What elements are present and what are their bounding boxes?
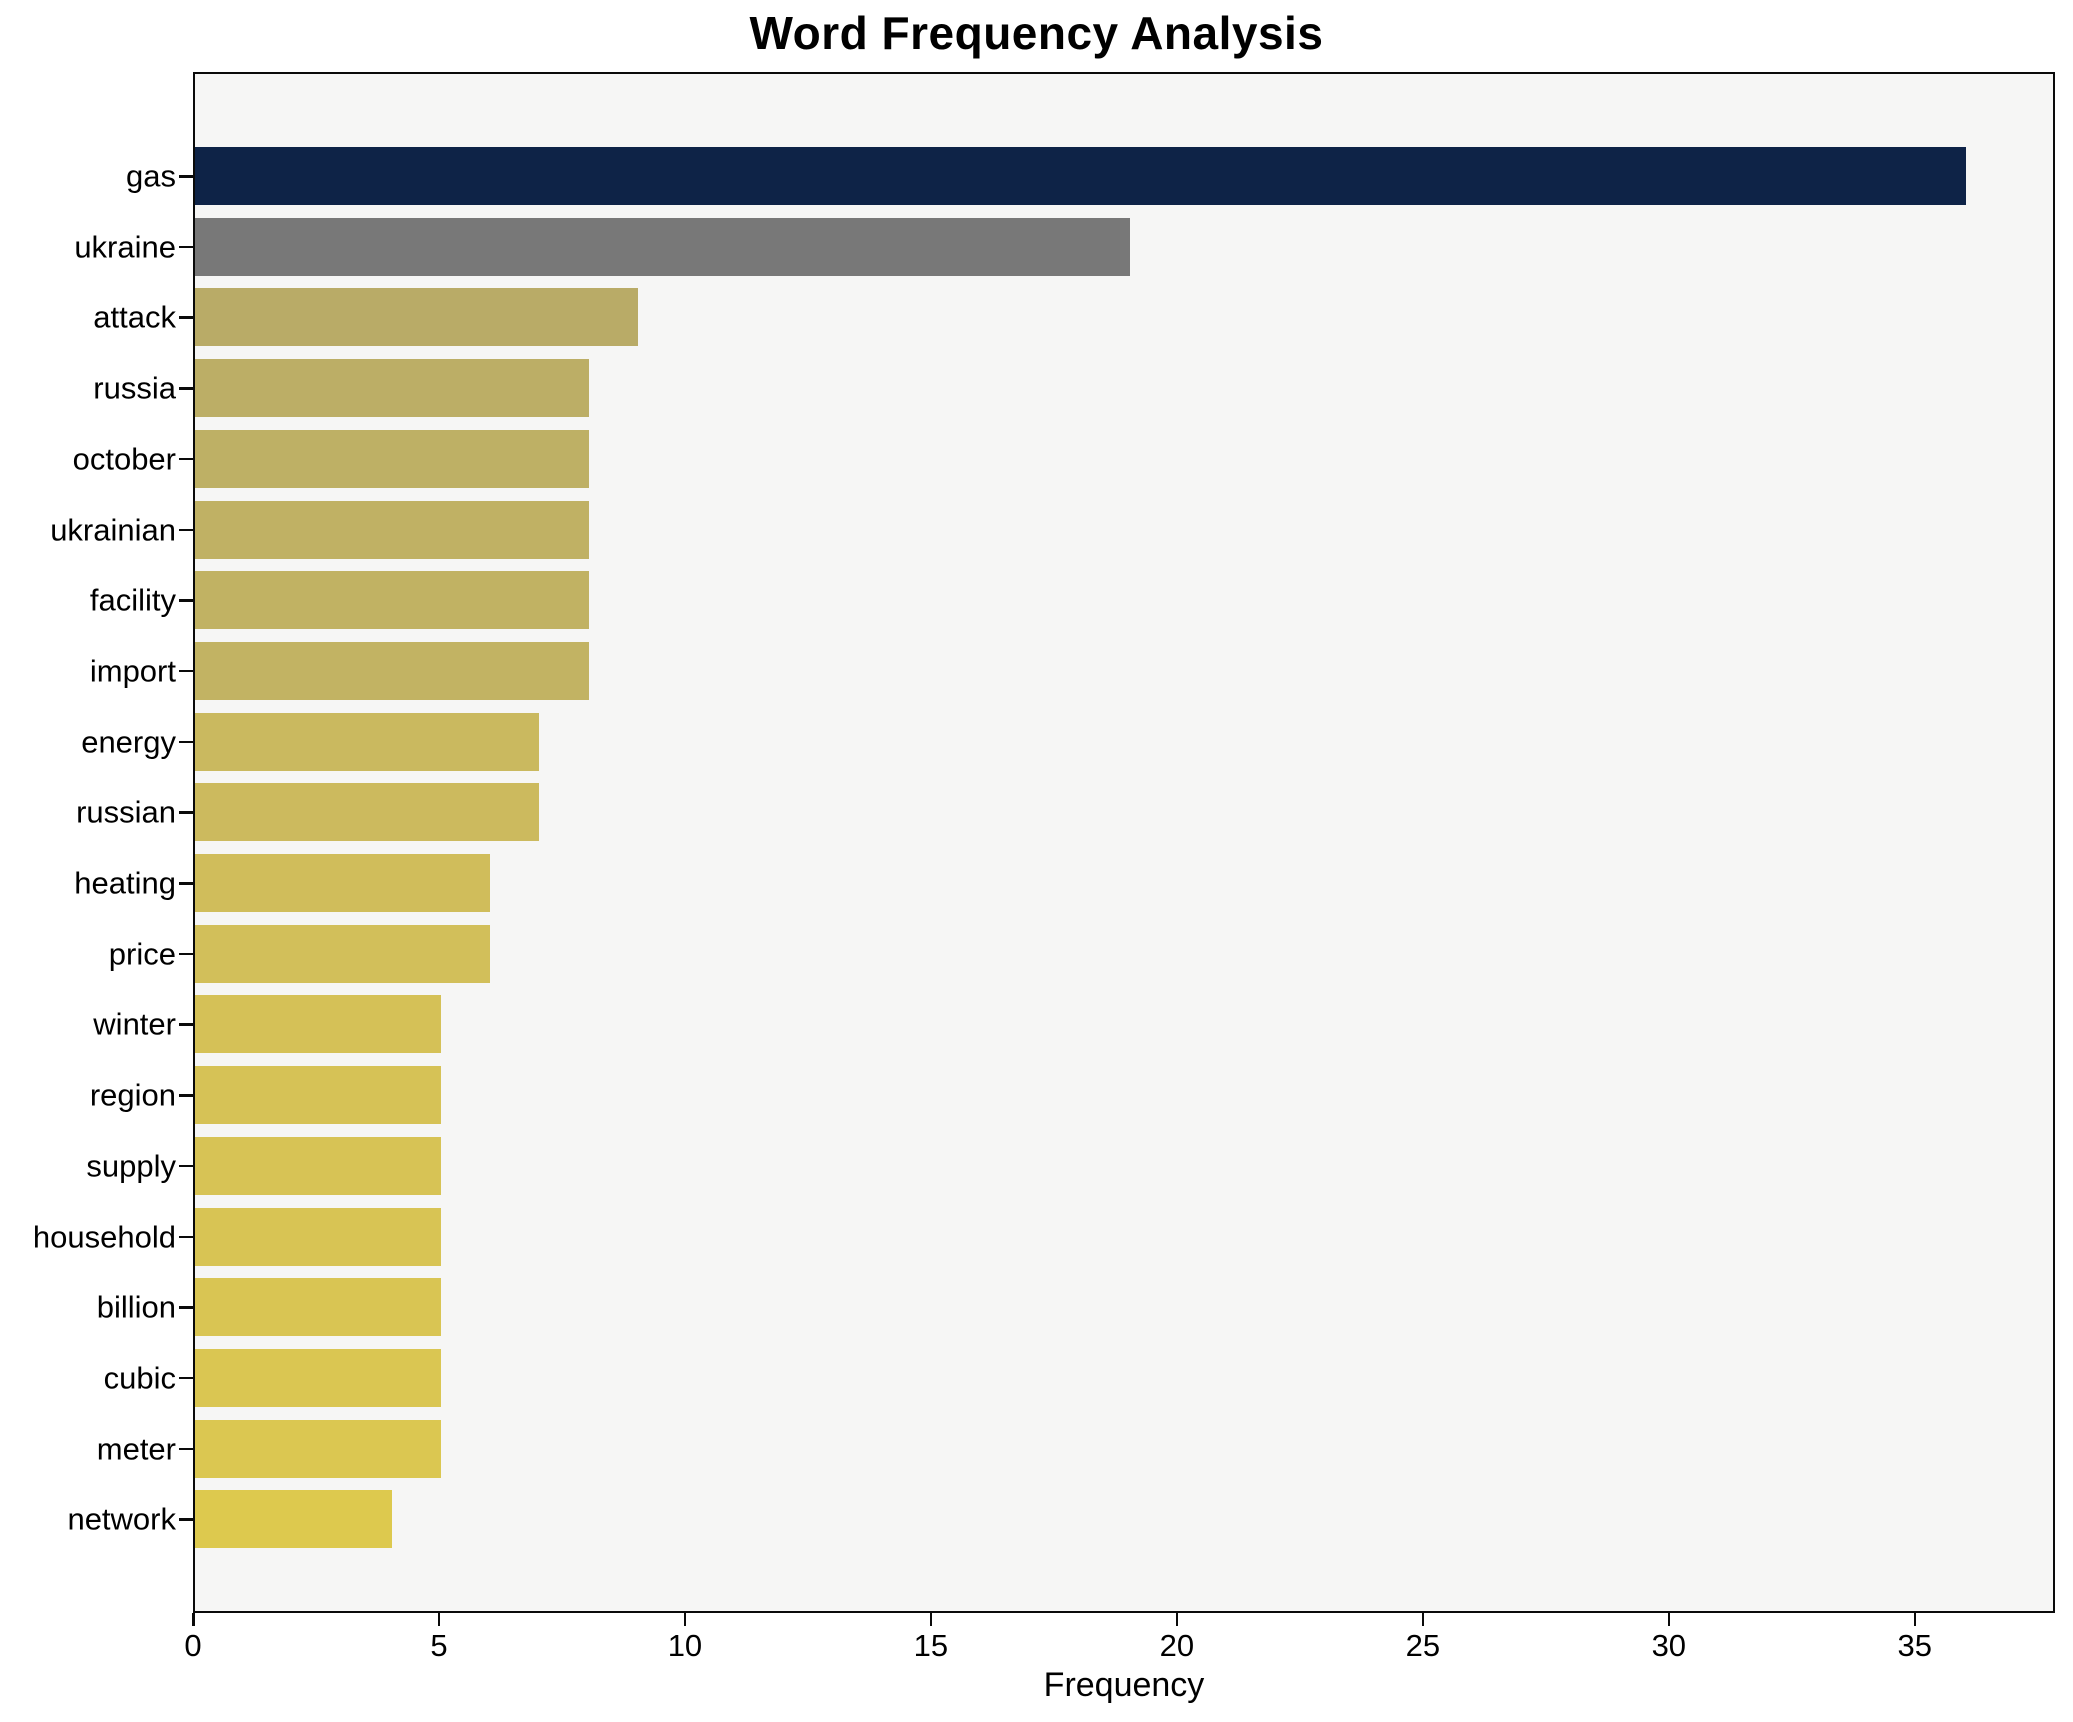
y-tick-mark [179,1023,193,1026]
y-tick-label-russian: russian [76,794,176,830]
bar-price [195,924,490,983]
bar-heating [195,854,490,912]
y-tick-label-gas: gas [126,158,176,194]
y-tick-mark [179,245,193,249]
x-tick-label-5: 5 [430,1628,448,1663]
bar-facility [195,571,589,630]
y-tick-label-facility: facility [89,582,176,618]
y-tick-mark [179,175,193,178]
bar-region [195,1066,441,1125]
y-tick-mark [179,1235,193,1238]
y-tick-label-region: region [89,1077,176,1113]
x-tick-mark [437,1613,441,1626]
y-tick-mark [179,316,193,319]
x-tick-label-35: 35 [1897,1628,1933,1663]
y-tick-label-russia: russia [93,370,176,406]
y-tick-label-household: household [32,1219,176,1254]
bar-russia [195,359,589,418]
y-tick-mark [179,1518,193,1521]
x-tick-label-30: 30 [1651,1628,1687,1663]
x-tick-label-10: 10 [667,1628,703,1663]
y-tick-mark [179,811,193,814]
bar-attack [195,288,638,347]
y-tick-mark [179,1094,193,1097]
y-tick-mark [179,457,193,461]
x-tick-mark [1421,1613,1425,1626]
y-tick-label-price: price [108,936,176,972]
x-tick-label-0: 0 [184,1628,202,1663]
x-tick-mark [1913,1613,1917,1626]
x-tick-mark [683,1613,687,1626]
bar-russian [195,783,539,842]
x-axis-label: Frequency [1043,1666,1205,1704]
y-tick-mark [179,952,193,956]
y-tick-mark [179,1447,193,1451]
bar-gas [195,147,1966,205]
x-tick-label-15: 15 [913,1628,949,1663]
y-tick-mark [179,740,193,744]
y-tick-mark [179,669,193,673]
bar-cubic [195,1348,441,1407]
y-tick-mark [179,599,193,602]
bar-billion [195,1278,441,1337]
x-tick-mark [192,1613,195,1626]
bar-household [195,1207,441,1266]
x-tick-label-25: 25 [1405,1628,1441,1663]
bar-import [195,641,589,700]
bar-ukraine [195,217,1130,276]
chart-title: Word Frequency Analysis [749,7,1324,59]
y-tick-label-import: import [89,653,176,689]
y-tick-mark [179,882,193,885]
y-tick-mark [179,1164,193,1168]
y-tick-label-october: october [72,441,176,477]
bar-winter [195,995,441,1054]
y-tick-label-heating: heating [74,865,176,901]
y-tick-mark [179,1376,193,1380]
y-tick-label-attack: attack [93,299,176,335]
y-tick-mark [179,387,193,390]
bar-ukrainian [195,500,589,559]
x-tick-mark [1175,1613,1179,1626]
y-tick-mark [179,528,193,531]
y-tick-label-supply: supply [86,1148,176,1184]
bar-meter [195,1419,441,1478]
bar-energy [195,712,539,771]
y-tick-label-ukraine: ukraine [74,229,176,265]
y-tick-label-energy: energy [81,724,176,760]
y-tick-mark [179,1306,193,1309]
x-tick-label-20: 20 [1159,1628,1195,1663]
y-tick-label-network: network [67,1501,176,1537]
y-tick-label-cubic: cubic [103,1360,176,1396]
bar-october [195,429,589,488]
y-tick-label-meter: meter [96,1431,176,1467]
y-tick-label-ukrainian: ukrainian [50,512,176,547]
x-tick-mark [1667,1613,1671,1626]
x-tick-mark [929,1613,933,1626]
y-tick-label-billion: billion [96,1289,176,1325]
y-tick-label-winter: winter [93,1006,176,1042]
bar-supply [195,1136,441,1195]
bar-network [195,1490,392,1549]
